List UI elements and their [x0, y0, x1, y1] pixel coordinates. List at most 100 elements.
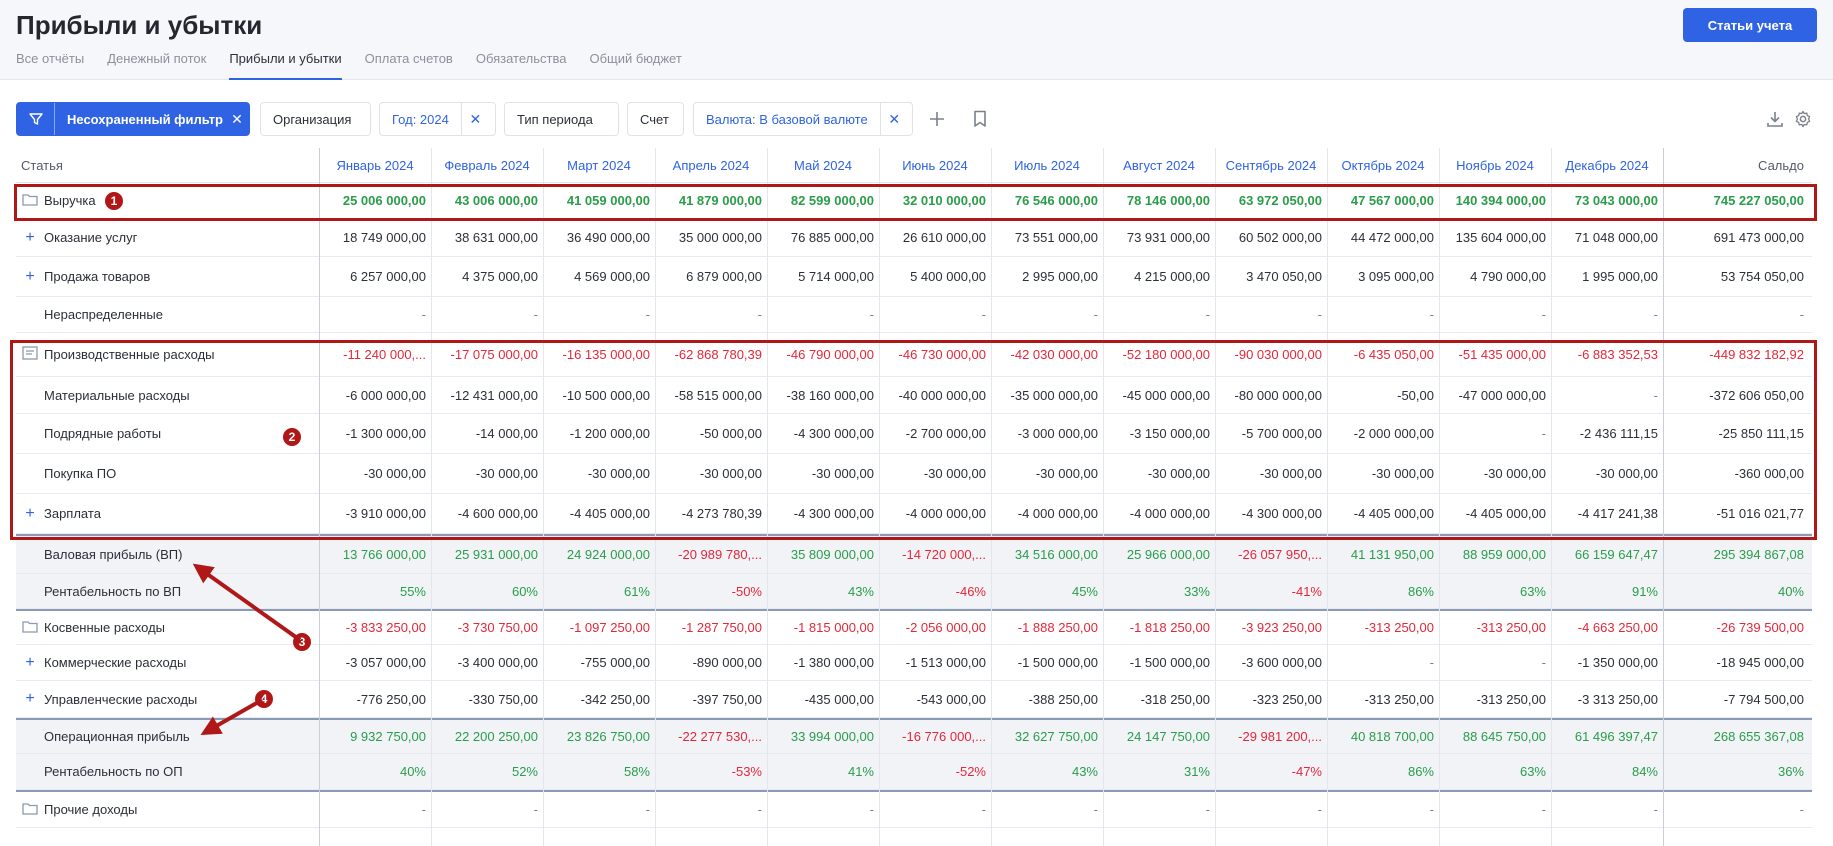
value-cell[interactable]: -14 000,00: [475, 426, 538, 441]
value-cell[interactable]: 55%: [399, 583, 426, 599]
value-cell[interactable]: -2 000 000,00: [1353, 426, 1434, 441]
value-cell[interactable]: -58 515 000,00: [674, 387, 762, 403]
value-cell[interactable]: 5 400 000,00: [910, 269, 986, 284]
clear-filter-icon[interactable]: ✕: [231, 110, 243, 127]
clear-year-icon[interactable]: ✕: [460, 103, 489, 135]
value-cell[interactable]: 44 472 000,00: [1350, 230, 1434, 245]
value-cell[interactable]: -3 833 250,00: [345, 620, 426, 635]
value-cell[interactable]: -30 000,00: [1259, 466, 1322, 481]
value-cell[interactable]: -53%: [731, 764, 762, 779]
value-cell[interactable]: -17 075 000,00: [450, 347, 538, 362]
value-cell[interactable]: -30 000,00: [587, 466, 650, 481]
value-cell[interactable]: -543 000,00: [916, 691, 986, 707]
value-cell[interactable]: -22 277 530,...: [678, 729, 762, 744]
value-cell[interactable]: -: [1541, 802, 1546, 817]
value-cell[interactable]: -342 250,00: [580, 691, 650, 707]
value-cell[interactable]: -1 888 250,00: [1017, 620, 1098, 635]
value-cell[interactable]: -80 000 000,00: [1234, 387, 1322, 403]
value-cell[interactable]: 91%: [1631, 583, 1658, 599]
value-cell[interactable]: -323 250,00: [1252, 691, 1322, 707]
value-cell[interactable]: -50 000,00: [699, 426, 762, 441]
value-cell[interactable]: 6 879 000,00: [686, 269, 762, 284]
saldo-cell[interactable]: 295 394 867,08: [1713, 547, 1804, 562]
value-cell[interactable]: -30 000,00: [475, 466, 538, 481]
value-cell[interactable]: -313 250,00: [1476, 620, 1546, 635]
value-cell[interactable]: -4 405 000,00: [569, 506, 650, 521]
saldo-cell[interactable]: -: [1799, 307, 1804, 322]
account-filter[interactable]: Счет: [627, 102, 684, 136]
value-cell[interactable]: 73 043 000,00: [1574, 193, 1658, 208]
value-cell[interactable]: -26 057 950,...: [1238, 547, 1322, 562]
value-cell[interactable]: -: [869, 307, 874, 322]
value-cell[interactable]: 35 000 000,00: [678, 230, 762, 245]
value-cell[interactable]: -3 150 000,00: [1129, 426, 1210, 441]
value-cell[interactable]: -4 000 000,00: [905, 506, 986, 521]
value-cell[interactable]: 34 516 000,00: [1014, 547, 1098, 562]
value-cell[interactable]: 66 159 647,47: [1574, 547, 1658, 562]
value-cell[interactable]: -1 300 000,00: [345, 426, 426, 441]
value-cell[interactable]: 26 610 000,00: [902, 230, 986, 245]
value-cell[interactable]: 135 604 000,00: [1455, 230, 1546, 245]
value-cell[interactable]: 73 551 000,00: [1014, 230, 1098, 245]
saldo-cell[interactable]: 745 227 050,00: [1713, 193, 1804, 208]
value-cell[interactable]: -6 883 352,53: [1577, 347, 1658, 362]
value-cell[interactable]: 9 932 750,00: [350, 729, 426, 744]
value-cell[interactable]: -: [1317, 307, 1322, 322]
value-cell[interactable]: -: [1653, 802, 1658, 817]
value-cell[interactable]: -50,00: [1397, 387, 1434, 403]
value-cell[interactable]: 31%: [1183, 764, 1210, 779]
value-cell[interactable]: 73 931 000,00: [1126, 230, 1210, 245]
table-row[interactable]: Подрядные работы -1 300 000,00 -14 000,00 -…: [16, 414, 1812, 454]
value-cell[interactable]: -: [1429, 655, 1434, 670]
value-cell[interactable]: -52 180 000,00: [1122, 347, 1210, 362]
table-row[interactable]: Валовая прибыль (ВП) 13 766 000,00 25 931 …: [16, 534, 1812, 574]
value-cell[interactable]: -4 000 000,00: [1017, 506, 1098, 521]
organization-filter[interactable]: Организация: [260, 102, 371, 136]
unsaved-filter-chip[interactable]: Несохраненный фильтр ✕: [16, 102, 250, 136]
clear-currency-icon[interactable]: ✕: [879, 103, 908, 135]
value-cell[interactable]: -5 700 000,00: [1241, 426, 1322, 441]
saldo-cell[interactable]: 691 473 000,00: [1713, 230, 1804, 245]
value-cell[interactable]: -3 057 000,00: [345, 655, 426, 670]
value-cell[interactable]: -30 000,00: [923, 466, 986, 481]
bookmark-icon[interactable]: [965, 102, 995, 136]
value-cell[interactable]: 4 790 000,00: [1470, 269, 1546, 284]
saldo-cell[interactable]: 268 655 367,08: [1713, 729, 1804, 744]
tab-4[interactable]: Обязательства: [475, 51, 567, 66]
tab-3[interactable]: Оплата счетов: [364, 51, 453, 66]
value-cell[interactable]: -3 600 000,00: [1241, 655, 1322, 670]
settings-gear-icon[interactable]: [1788, 102, 1818, 136]
value-cell[interactable]: 13 766 000,00: [342, 547, 426, 562]
value-cell[interactable]: -4 300 000,00: [793, 506, 874, 521]
value-cell[interactable]: 36 490 000,00: [566, 230, 650, 245]
value-cell[interactable]: -: [1429, 802, 1434, 817]
tab-1[interactable]: Денежный поток: [107, 51, 207, 66]
value-cell[interactable]: 60 502 000,00: [1238, 230, 1322, 245]
value-cell[interactable]: -: [1653, 387, 1658, 403]
tab-0[interactable]: Все отчёты: [16, 51, 85, 66]
value-cell[interactable]: -51 435 000,00: [1458, 347, 1546, 362]
value-cell[interactable]: -4 300 000,00: [793, 426, 874, 441]
value-cell[interactable]: 43%: [847, 583, 874, 599]
value-cell[interactable]: -4 663 250,00: [1577, 620, 1658, 635]
value-cell[interactable]: -: [533, 307, 538, 322]
value-cell[interactable]: -: [421, 802, 426, 817]
value-cell[interactable]: -30 000,00: [1147, 466, 1210, 481]
value-cell[interactable]: -2 436 111,15: [1579, 426, 1658, 441]
table-row[interactable]: + Оказание услуг 18 749 000,00 38 631 000,0…: [16, 219, 1812, 257]
tab-2[interactable]: Прибыли и убытки: [229, 49, 342, 80]
value-cell[interactable]: -47%: [1291, 764, 1322, 779]
value-cell[interactable]: -1 513 000,00: [905, 655, 986, 670]
value-cell[interactable]: -: [1093, 802, 1098, 817]
value-cell[interactable]: -4 273 780,39: [681, 506, 762, 521]
value-cell[interactable]: 24 147 750,00: [1126, 729, 1210, 744]
expand-plus-icon[interactable]: +: [25, 267, 35, 285]
value-cell[interactable]: -45 000 000,00: [1122, 387, 1210, 403]
value-cell[interactable]: 3 095 000,00: [1358, 269, 1434, 284]
value-cell[interactable]: -16 776 000,...: [902, 729, 986, 744]
value-cell[interactable]: -3 910 000,00: [345, 506, 426, 521]
value-cell[interactable]: 40 818 700,00: [1350, 729, 1434, 744]
value-cell[interactable]: -: [1541, 307, 1546, 322]
value-cell[interactable]: -4 417 241,38: [1577, 506, 1658, 521]
value-cell[interactable]: -3 923 250,00: [1241, 620, 1322, 635]
